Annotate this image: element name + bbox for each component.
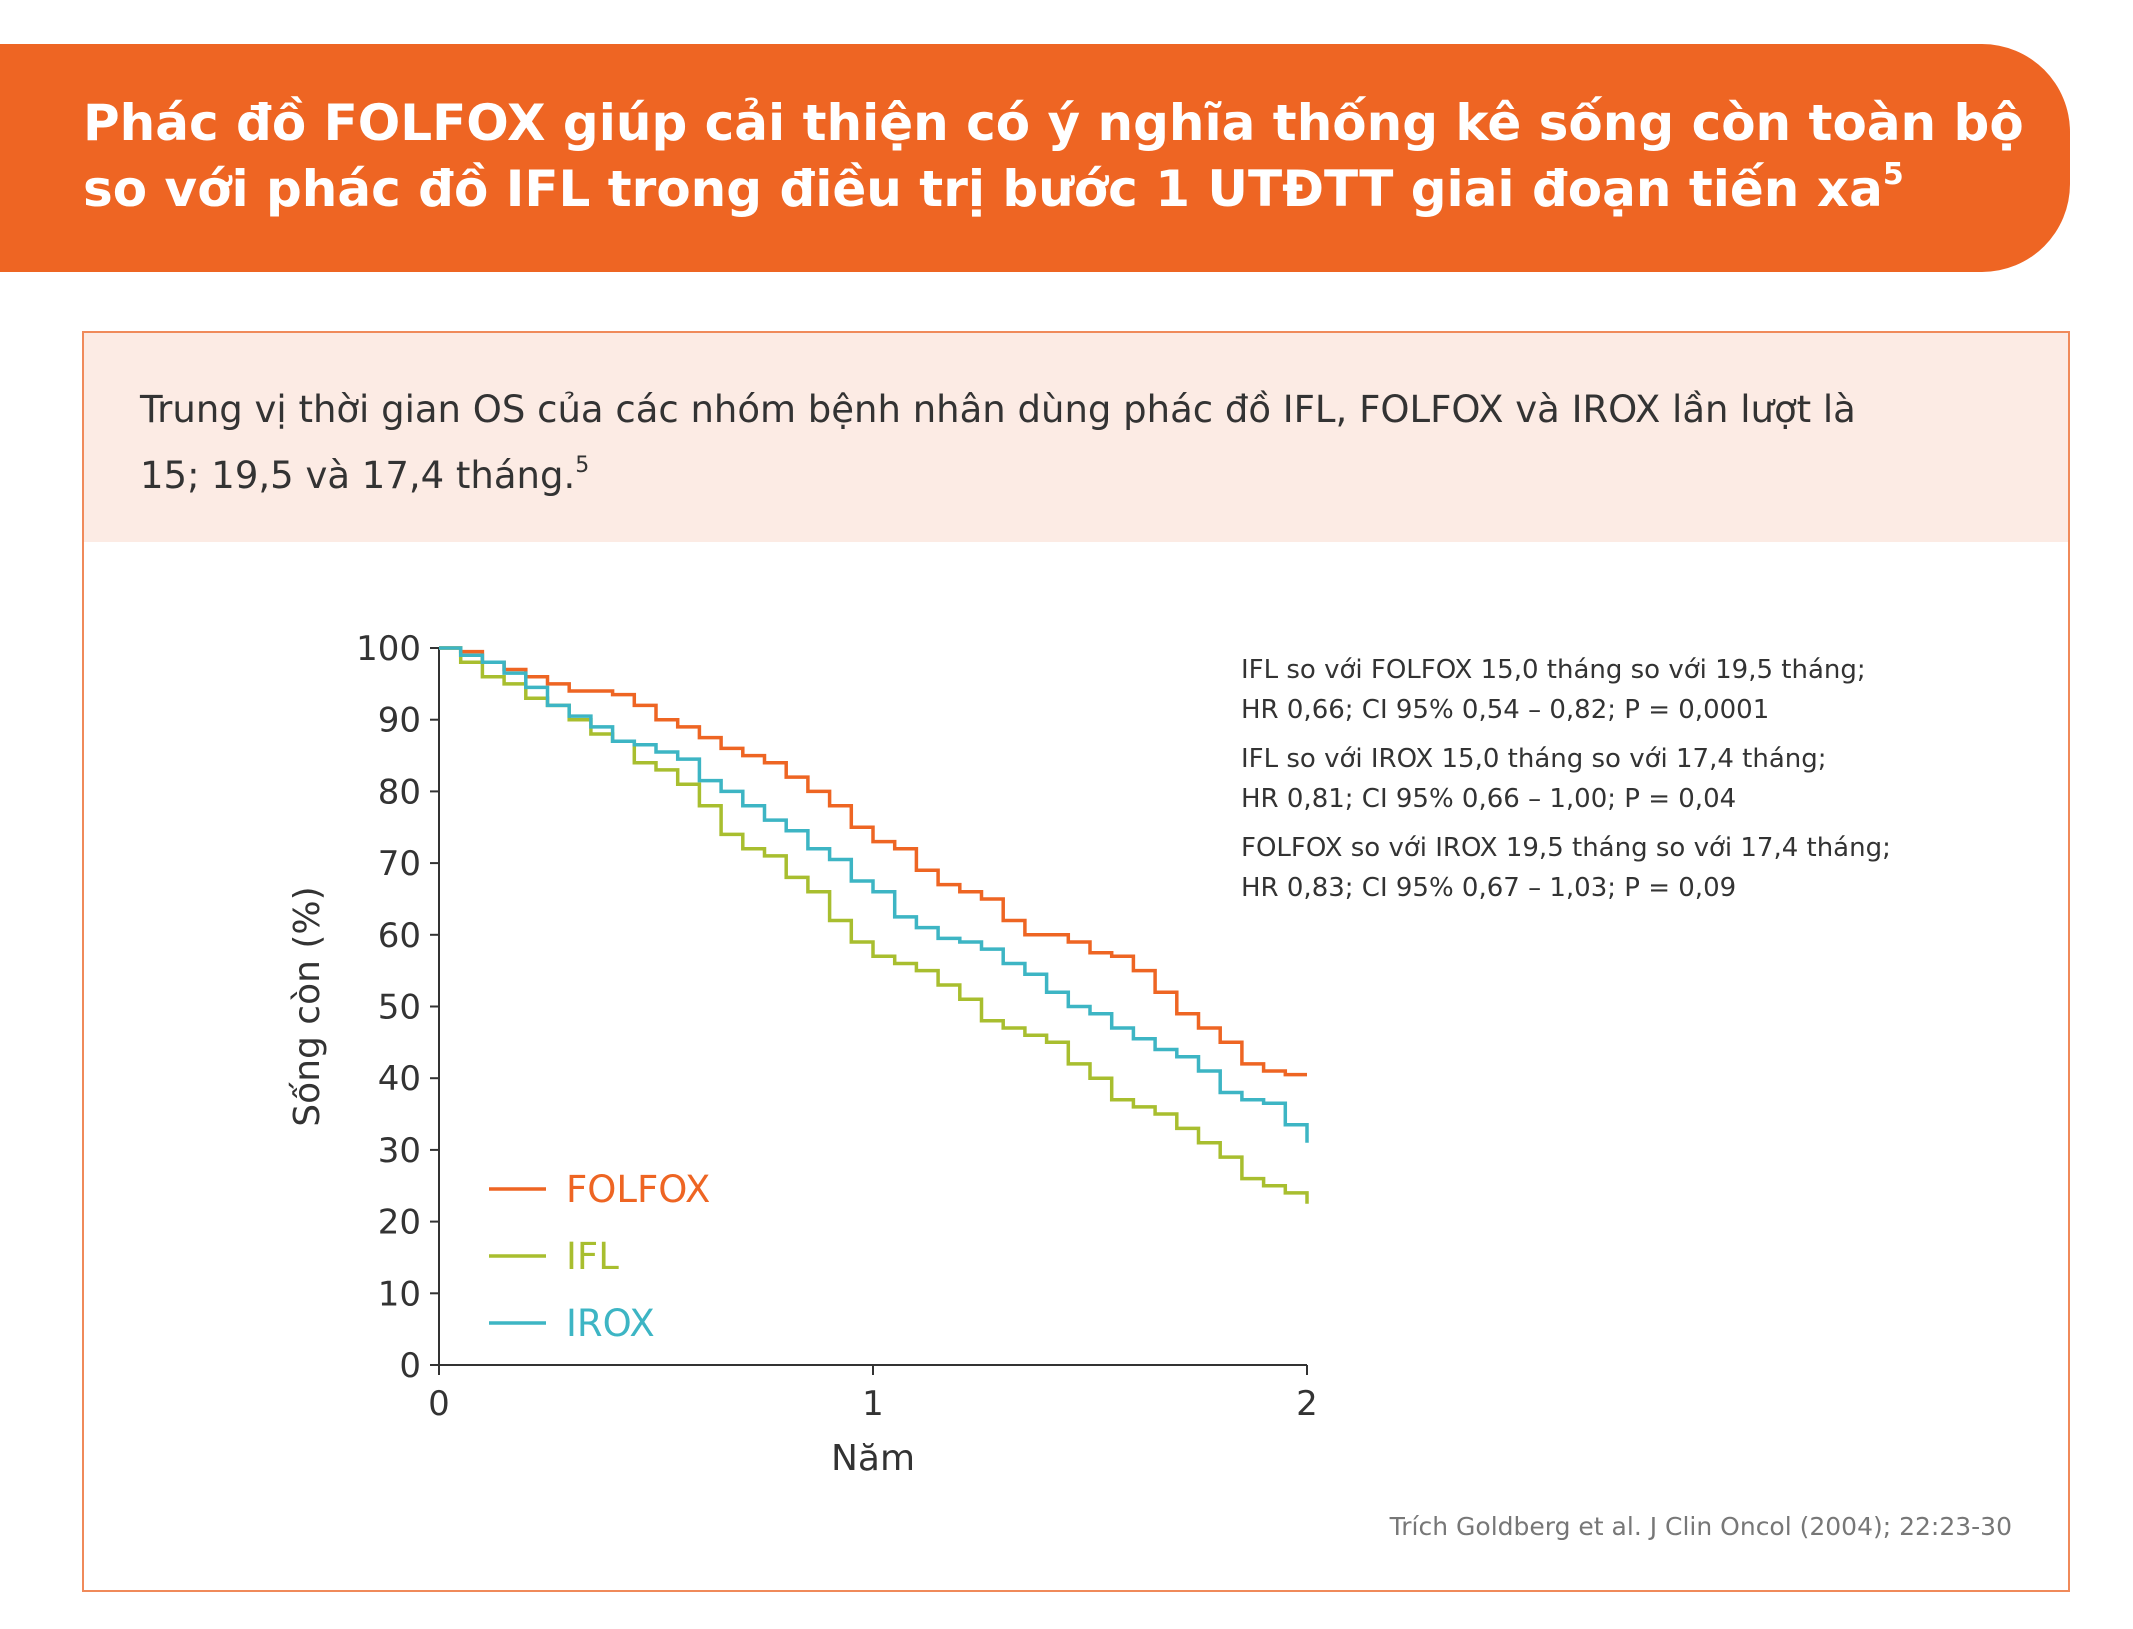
summary-reference: 5: [575, 453, 590, 478]
y-tick-label: 10: [378, 1274, 421, 1314]
series-line-ifl: [439, 646, 1309, 1204]
annotation-line: IFL so với FOLFOX 15,0 tháng so với 19,5…: [1241, 655, 1866, 685]
page-title-line-2-text: so với phác đồ IFL trong điều trị bước 1…: [83, 160, 1883, 218]
annotation-line: IFL so với IROX 15,0 tháng so với 17,4 t…: [1241, 744, 1827, 774]
annotation-line: HR 0,83; CI 95% 0,67 – 1,03; P = 0,09: [1241, 873, 1736, 903]
summary-box: Trung vị thời gian OS của các nhóm bệnh …: [84, 333, 2068, 542]
y-tick-label: 20: [378, 1203, 421, 1243]
title-reference: 5: [1882, 157, 1904, 192]
x-tick-label: 1: [862, 1384, 884, 1424]
y-axis-label: Sống còn (%): [287, 886, 328, 1126]
y-tick-label: 60: [378, 916, 421, 956]
annotation-line: FOLFOX so với IROX 19,5 tháng so với 17,…: [1241, 833, 1891, 863]
y-tick-label: 90: [378, 701, 421, 741]
y-tick-label: 100: [356, 629, 421, 669]
legend-label-irox: IROX: [566, 1302, 655, 1345]
title-banner: Phác đồ FOLFOX giúp cải thiện có ý nghĩa…: [0, 44, 2070, 272]
y-tick-label: 30: [378, 1131, 421, 1171]
survival-chart: 0 10 20 30 40 50 60 70 80 90 100 0 1 2 Năm Sống còn (%)…: [287, 629, 1891, 1479]
legend-label-ifl: IFL: [566, 1235, 619, 1278]
x-axis-label: Năm: [831, 1438, 915, 1479]
x-tick-label: 0: [428, 1384, 450, 1424]
y-tick-label: 80: [378, 772, 421, 812]
y-tick-label: 70: [378, 844, 421, 884]
y-tick-label: 0: [399, 1346, 421, 1386]
series-line-folfox: [439, 646, 1307, 1077]
summary-line-2: 15; 19,5 và 17,4 tháng.5: [140, 443, 2028, 509]
source-citation: Trích Goldberg et al. J Clin Oncol (2004…: [1389, 1512, 2012, 1541]
legend-label-folfox: FOLFOX: [566, 1168, 710, 1211]
annotation-line: HR 0,81; CI 95% 0,66 – 1,00; P = 0,04: [1241, 784, 1736, 814]
summary-line-2-text: 15; 19,5 và 17,4 tháng.: [140, 454, 576, 497]
y-tick-label: 50: [378, 988, 421, 1028]
y-tick-label: 40: [378, 1059, 421, 1099]
page-title-line-2: so với phác đồ IFL trong điều trị bước 1…: [83, 156, 2030, 222]
summary-line-1: Trung vị thời gian OS của các nhóm bệnh …: [140, 388, 1856, 431]
page-title-line-1: Phác đồ FOLFOX giúp cải thiện có ý nghĩa…: [83, 94, 2024, 152]
content-panel: Trung vị thời gian OS của các nhóm bệnh …: [82, 331, 2070, 1592]
x-tick-label: 2: [1296, 1384, 1318, 1424]
annotation-line: HR 0,66; CI 95% 0,54 – 0,82; P = 0,0001: [1241, 695, 1769, 725]
series-line-irox: [439, 646, 1309, 1143]
